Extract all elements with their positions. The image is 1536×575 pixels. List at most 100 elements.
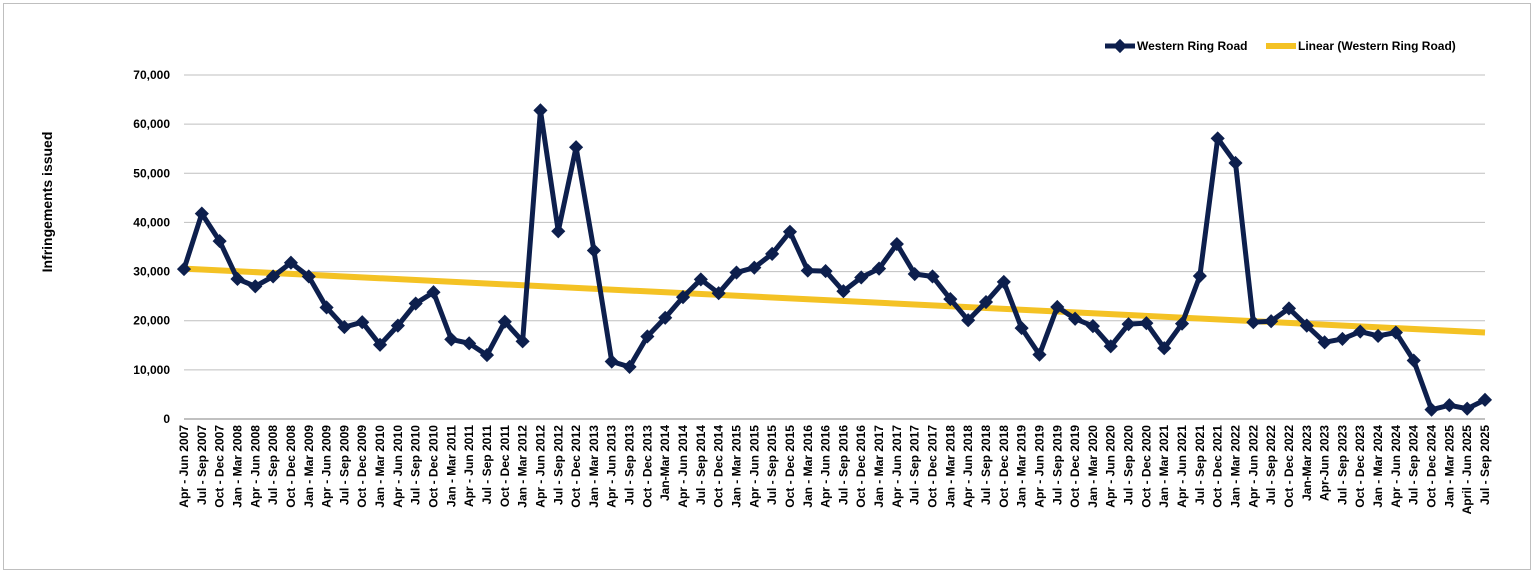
x-tick-label: Oct - Dec 2018 <box>997 425 1011 508</box>
x-tick-label: Oct - Dec 2011 <box>498 425 512 507</box>
data-point <box>871 261 887 276</box>
data-point <box>1353 324 1368 339</box>
y-tick-label: 0 <box>163 412 170 426</box>
x-tick-label: Jan - Mar 2011 <box>444 425 458 507</box>
x-tick-label: Jan-Mar 2023 <box>1300 425 1314 501</box>
data-point <box>301 269 316 284</box>
x-tick-label: Jan - Mar 2008 <box>230 425 244 508</box>
data-point <box>1050 299 1065 315</box>
data-point <box>533 103 548 118</box>
x-tick-label: Apr - Jun 2020 <box>1104 425 1118 508</box>
x-tick-label: Jul - Sep 2017 <box>908 425 922 505</box>
data-point <box>1192 268 1207 284</box>
y-tick-labels: 0 10,000 20,000 30,000 40,000 50,000 60,000 70,… <box>133 68 170 426</box>
y-tick-label: 50,000 <box>133 166 170 180</box>
data-point <box>675 290 691 305</box>
x-tick-label: Jan-Mar 2014 <box>658 425 672 501</box>
data-point <box>230 271 245 287</box>
x-tick-label: Jan - Mar 2018 <box>943 425 957 508</box>
x-tick-label: Jan - Mar 2010 <box>373 425 387 508</box>
x-tick-label: Oct - Dec 2024 <box>1425 425 1439 508</box>
x-tick-label: Jan - Mar 2021 <box>1157 425 1171 508</box>
data-point <box>497 314 512 329</box>
data-point <box>1121 317 1136 332</box>
x-tick-label: Jan - Mar 2020 <box>1086 425 1100 508</box>
x-tick-label: Jan - Mar 2019 <box>1015 425 1029 508</box>
x-tick-label: Apr - Jun 2014 <box>676 425 690 508</box>
x-tick-label: Oct - Dec 2016 <box>854 425 868 508</box>
data-point <box>212 234 227 249</box>
x-tick-label: Jan - Mar 2022 <box>1228 425 1242 508</box>
chart-frame <box>3 3 1531 570</box>
x-tick-label: Jan - Mar 2009 <box>302 425 316 508</box>
legend-series-label: Western Ring Road <box>1137 39 1247 53</box>
data-point <box>1103 339 1118 354</box>
y-tick-label: 70,000 <box>133 68 170 82</box>
x-tick-label: Oct - Dec 2015 <box>783 425 797 508</box>
data-point <box>266 269 281 284</box>
x-tick-label: Jul - Sep 2010 <box>409 425 423 505</box>
data-point <box>1068 311 1083 326</box>
x-tick-label: Jul - Sep 2008 <box>266 425 280 505</box>
data-point <box>515 334 530 349</box>
x-tick-label: Jul - Sep 2012 <box>551 425 565 505</box>
data-point <box>1264 314 1279 329</box>
x-tick-label: Jan - Mar 2024 <box>1371 425 1385 508</box>
x-tick-label: Jul - Sep 2018 <box>979 425 993 505</box>
data-point <box>569 140 584 155</box>
x-tick-label: Apr - Jun 2013 <box>605 425 619 508</box>
x-tick-label: Apr - Jun 2022 <box>1246 425 1260 508</box>
data-point <box>551 224 566 239</box>
x-tick-label: Apr - Jun 2018 <box>961 425 975 508</box>
data-point <box>444 332 459 347</box>
y-tick-label: 10,000 <box>133 363 170 377</box>
data-point <box>711 286 726 301</box>
data-point <box>408 296 423 311</box>
y-tick-label: 20,000 <box>133 314 170 328</box>
data-point <box>283 255 299 270</box>
data-point <box>782 224 798 239</box>
data-point <box>462 336 477 351</box>
legend: Western Ring Road Linear (Western Ring R… <box>1105 38 1456 54</box>
x-tick-label: Jan - Mar 2017 <box>872 425 886 508</box>
x-tick-label: Jan - Mar 2013 <box>587 425 601 508</box>
x-tick-label: Jul - Sep 2022 <box>1264 425 1278 505</box>
data-point <box>1014 321 1029 336</box>
data-point <box>194 206 209 221</box>
x-tick-label: Oct - Dec 2007 <box>213 425 227 508</box>
x-tick-label: Jul - Sep 2020 <box>1122 425 1136 505</box>
x-tick-label: Jul - Sep 2011 <box>480 425 494 505</box>
data-point <box>319 300 334 315</box>
data-point <box>1281 301 1297 316</box>
x-tick-label: Oct - Dec 2017 <box>926 425 940 508</box>
x-tick-label: Jan - Mar 2016 <box>801 425 815 508</box>
x-tick-label: Jan - Mar 2012 <box>516 425 530 508</box>
x-tick-label: Apr - Jun 2010 <box>391 425 405 508</box>
x-tick-label: Jul - Sep 2009 <box>337 425 351 505</box>
data-point <box>978 294 994 310</box>
x-tick-label: Apr - Jun 2017 <box>890 425 904 508</box>
data-point <box>1246 315 1261 330</box>
data-point <box>729 265 744 280</box>
x-tick-label: Jul - Sep 2016 <box>836 425 850 505</box>
data-point <box>818 264 833 279</box>
legend-series-marker <box>1112 38 1128 54</box>
x-tick-label: Jul - Sep 2021 <box>1193 425 1207 505</box>
x-tick-label: Oct - Dec 2023 <box>1353 425 1367 508</box>
data-point <box>907 266 922 282</box>
data-point <box>996 274 1011 289</box>
data-point <box>854 270 869 285</box>
data-point <box>1317 335 1332 350</box>
data-point <box>176 262 192 277</box>
data-point <box>1388 325 1403 340</box>
x-tick-label: Jul - Sep 2025 <box>1478 425 1492 505</box>
data-point <box>925 269 940 284</box>
data-point <box>248 279 263 294</box>
data-point <box>604 354 619 369</box>
data-point <box>800 263 815 278</box>
data-point <box>1370 328 1386 344</box>
data-point <box>747 260 762 275</box>
x-tick-label: Apr - Jun 2021 <box>1175 425 1189 508</box>
x-tick-label: Apr - Jun 2024 <box>1389 425 1403 508</box>
